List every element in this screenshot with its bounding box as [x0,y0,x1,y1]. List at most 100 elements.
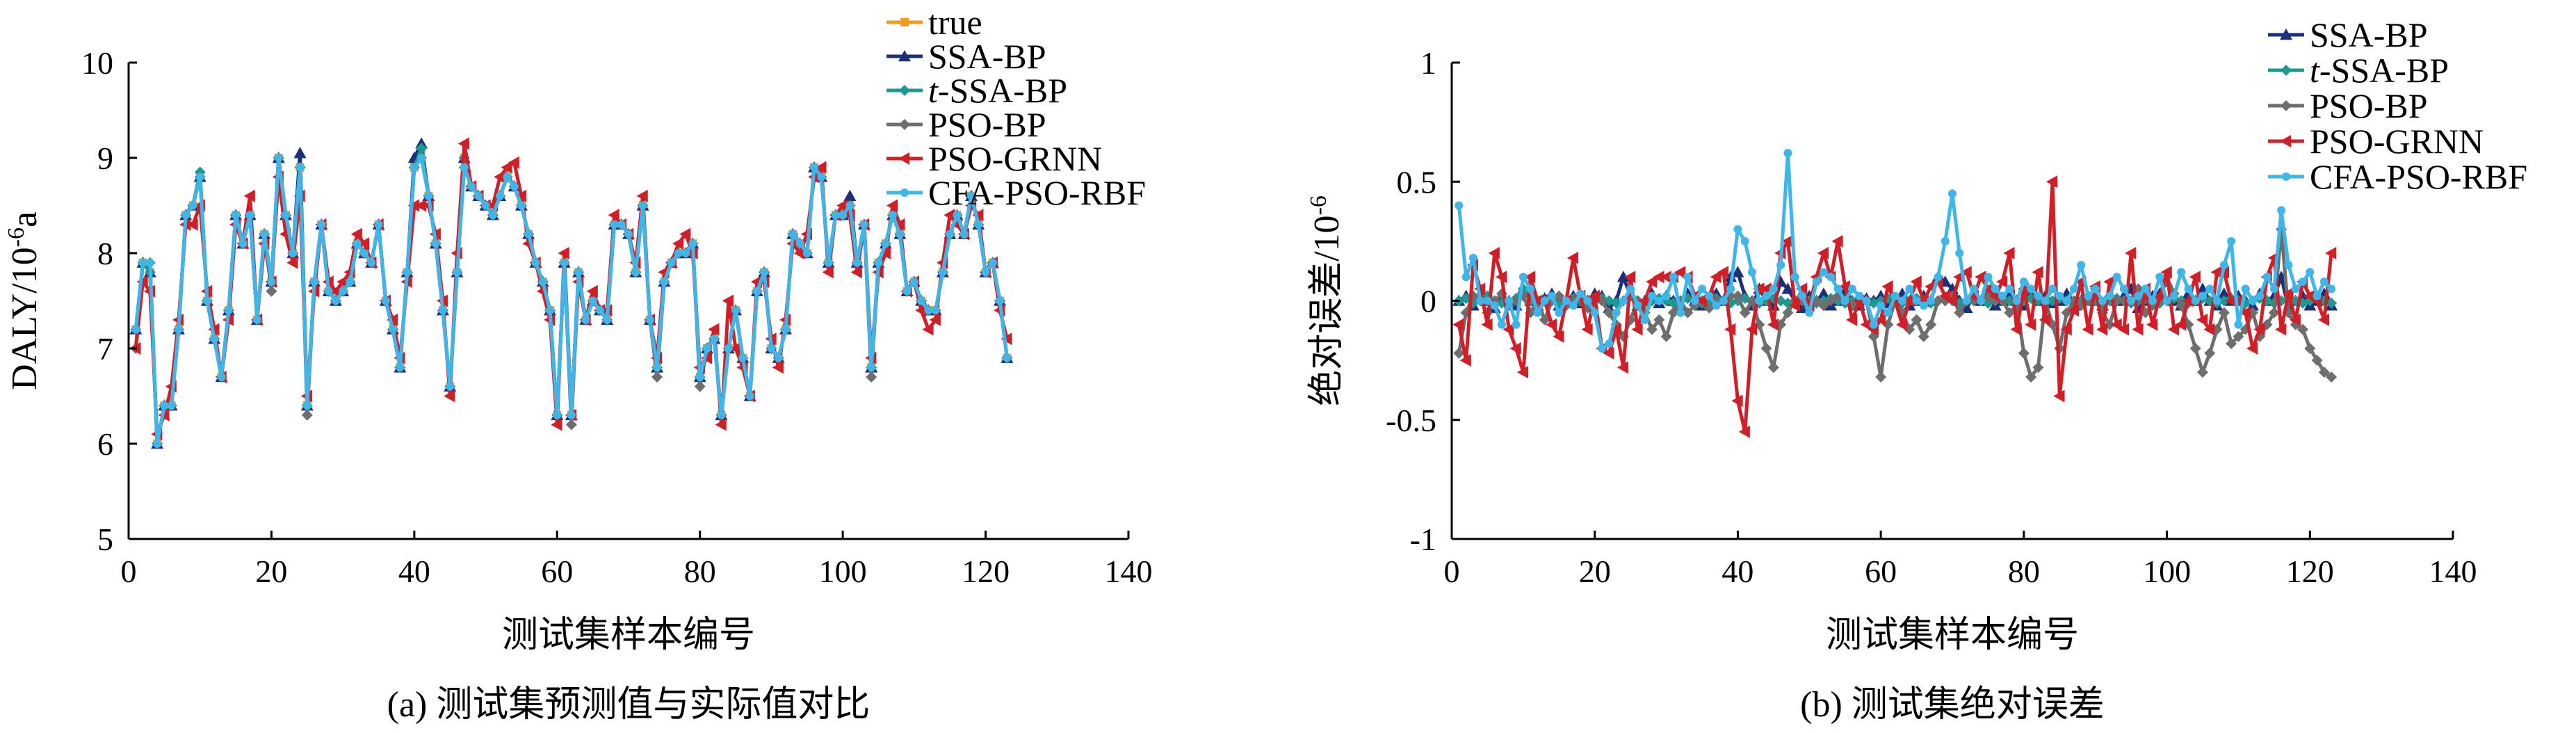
data-point [2182,294,2194,307]
data-point [1653,271,1664,284]
data-point [1960,266,1972,279]
chart-a-x-tick-label: 0 [121,554,137,589]
legend-label-italic-prefix: t [928,71,939,110]
data-point [558,247,569,259]
data-point [145,258,154,267]
data-point [1539,314,1550,325]
data-point [867,363,876,372]
data-point [1468,253,1477,262]
legend-label-rest: -SSA-BP [2319,51,2449,90]
data-point [1991,284,2000,293]
data-point [1481,318,1493,331]
data-point [2018,347,2030,359]
data-point [367,258,376,267]
data-point [202,296,211,305]
data-point [1562,296,1571,305]
data-point [1598,344,1606,353]
data-point [831,211,840,220]
data-point [2304,343,2316,354]
chart-panel-a: 0 20 40 60 80 100 120 140 5 6 7 8 9 10 测试集样本编号 DALY/1… [3,3,1153,725]
data-point [859,220,868,229]
data-point [2184,284,2193,293]
legend-label: t-SSA-BP [2310,51,2449,90]
data-point [603,315,612,324]
data-point [2204,347,2216,359]
legend-item-pso-bp: PSO-BP [886,105,1046,144]
data-point [1526,284,1535,293]
chart-b-y-axis-title: 绝对误差/10-6 [1306,195,1347,406]
data-point [181,211,191,220]
data-point [2319,277,2328,287]
data-point [574,268,583,277]
data-point [731,306,740,315]
data-point [2096,323,2108,336]
data-point [2032,362,2044,373]
legend-label-italic-prefix: t [2310,51,2320,90]
data-point [2198,291,2207,300]
data-point [2146,318,2158,331]
data-point [210,335,219,344]
data-point [1753,282,1765,296]
data-point [595,306,604,315]
chart-a-y-tick-label: 8 [97,236,113,271]
chart-b-caption: (b) 测试集绝对误差 [1800,685,2105,725]
data-point [881,239,890,248]
data-point [331,296,340,305]
data-point [2275,323,2287,336]
data-point [1731,394,1743,408]
data-point [337,275,348,289]
data-point [2012,296,2021,305]
legend-item-pso-bp: PSO-BP [2268,86,2428,125]
data-point [2041,296,2050,305]
data-point [2233,330,2244,342]
data-point [924,306,933,315]
legend-label: t-SSA-BP [928,71,1067,110]
data-point [2025,371,2037,383]
data-point [2239,306,2251,319]
data-point [1638,294,1650,307]
data-point [1455,201,1464,210]
data-point [631,268,640,277]
data-point [1912,296,1921,305]
data-point [679,227,691,241]
data-point [1975,271,1986,284]
data-point [1960,301,1973,313]
data-point [608,209,619,222]
data-point [1003,353,1012,362]
data-point [946,229,955,239]
data-point [767,344,776,353]
chart-a-x-tick-label: 20 [255,554,287,589]
data-point [850,266,862,279]
data-point [2303,289,2315,303]
chart-a-y-axis-title: DALY/10-6a [3,211,45,390]
data-point [617,220,626,229]
data-point [1660,271,1671,284]
data-point [586,284,598,298]
data-point [457,137,469,150]
data-point [981,268,990,277]
legend-item-t-ssa-bp: t-SSA-BP [2268,51,2449,90]
data-point [1898,296,1906,305]
data-point [438,306,447,315]
data-point [695,373,704,382]
data-point [1690,296,1699,305]
data-point [1524,271,1536,284]
chart-a-y-axis-title-tail: a [5,211,44,227]
data-point [453,268,462,277]
data-point [524,229,533,239]
data-point [565,419,577,430]
data-point [1496,271,1507,284]
data-point [1605,339,1614,348]
data-point [1869,320,1878,329]
data-point [286,256,298,269]
data-point [1941,236,1950,245]
data-point [1762,291,1771,300]
data-point [1796,282,1808,296]
data-point [389,325,398,334]
data-point [1488,247,1500,259]
data-point [845,201,854,210]
data-point [1660,330,1672,342]
data-point [531,258,540,267]
data-point [836,199,848,212]
data-point [1646,275,1658,289]
